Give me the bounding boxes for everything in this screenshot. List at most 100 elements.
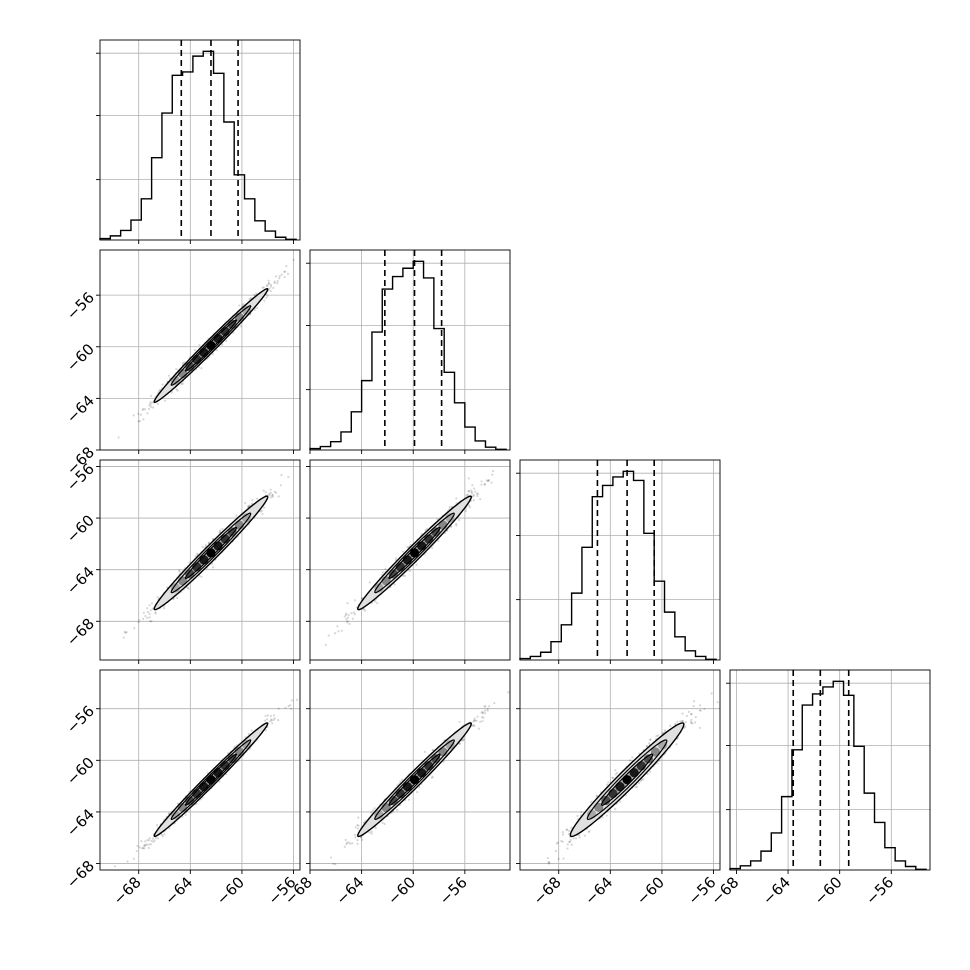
sample-point — [150, 602, 154, 605]
sample-point — [481, 712, 484, 715]
histogram-panel-1 — [96, 39, 301, 244]
sample-point — [146, 839, 149, 842]
density-peak — [206, 548, 216, 558]
sample-point — [269, 285, 273, 288]
sample-point — [462, 738, 465, 742]
density-peak — [636, 761, 646, 771]
sample-point — [155, 824, 159, 827]
sample-point — [487, 479, 490, 483]
contour-middle — [374, 739, 455, 821]
density-peak — [445, 513, 455, 523]
sample-point — [218, 530, 222, 533]
sample-point — [256, 306, 259, 310]
sample-point — [350, 612, 353, 615]
sample-point — [614, 773, 617, 776]
sample-point — [356, 842, 359, 845]
sample-point — [354, 826, 357, 829]
sample-point — [566, 828, 569, 831]
panel-frame — [99, 39, 301, 241]
sample-point — [480, 480, 483, 483]
sample-point — [267, 282, 271, 285]
density-peak — [241, 513, 252, 523]
sample-point — [248, 297, 251, 301]
sample-point — [271, 722, 274, 725]
sample-point — [160, 833, 163, 836]
density-peak — [431, 754, 441, 764]
density-peak — [650, 747, 661, 757]
sample-point — [276, 280, 279, 283]
sample-point — [343, 615, 346, 618]
y-tick-label: −60 — [63, 754, 98, 789]
sample-point — [699, 709, 702, 712]
density-peak — [431, 527, 441, 537]
density-peak — [643, 754, 653, 764]
x-tick-label: −60 — [633, 873, 668, 908]
sample-point — [565, 828, 568, 831]
sample-point — [703, 707, 706, 711]
density-peak — [177, 576, 188, 586]
sample-point — [464, 510, 467, 513]
density-peak — [234, 520, 244, 530]
sample-point — [568, 840, 571, 844]
sample-point — [346, 620, 349, 623]
sample-point — [196, 552, 199, 555]
sample-point — [161, 835, 164, 838]
sample-point — [570, 826, 573, 830]
sample-point — [448, 505, 451, 508]
sample-point — [675, 743, 678, 746]
sample-point — [147, 407, 151, 411]
sample-point — [467, 489, 471, 493]
histogram-panel-3 — [516, 459, 721, 664]
sample-point — [289, 704, 292, 707]
sample-point — [546, 856, 549, 860]
density-peak — [395, 789, 405, 799]
density-peak — [417, 541, 427, 551]
sample-point — [360, 597, 363, 600]
sample-point — [470, 492, 474, 495]
sample-point — [123, 630, 126, 634]
sample-point — [277, 719, 280, 722]
sample-point — [264, 714, 267, 718]
sample-point — [374, 600, 377, 603]
sample-point — [684, 721, 687, 724]
sample-point — [614, 769, 617, 772]
sample-point — [269, 714, 273, 718]
scatter-panel-2 — [96, 459, 301, 664]
sample-point — [370, 811, 373, 814]
sample-point — [479, 720, 482, 723]
sample-point — [415, 563, 418, 567]
sample-point — [556, 841, 560, 844]
sample-point — [676, 720, 679, 723]
sample-point — [132, 857, 135, 860]
sample-point — [353, 833, 356, 837]
sample-point — [332, 862, 335, 865]
sample-point — [146, 610, 150, 614]
sample-point — [396, 808, 399, 812]
density-peak — [199, 347, 209, 358]
sample-point — [699, 704, 702, 707]
x-tick-label: −68 — [707, 873, 742, 908]
sample-point — [264, 719, 267, 722]
histogram-step-2 — [309, 260, 507, 451]
density-peak — [227, 527, 237, 537]
sample-point — [149, 405, 153, 408]
x-tick-label: −64 — [581, 873, 616, 908]
sample-point — [181, 382, 184, 385]
x-tick-label: −60 — [213, 873, 248, 908]
sample-point — [345, 612, 348, 615]
sample-point — [472, 499, 475, 502]
sample-point — [431, 775, 434, 778]
sample-point — [148, 616, 151, 619]
sample-point — [561, 831, 565, 834]
density-peak — [409, 775, 420, 785]
sample-point — [272, 714, 276, 717]
sample-point — [481, 710, 484, 714]
sample-point — [483, 709, 487, 712]
sample-point — [198, 343, 201, 347]
sample-point — [275, 275, 278, 278]
sample-point — [143, 844, 146, 847]
sample-point — [211, 352, 215, 356]
sample-point — [143, 847, 146, 850]
sample-point — [142, 407, 145, 411]
sample-point — [265, 718, 269, 721]
